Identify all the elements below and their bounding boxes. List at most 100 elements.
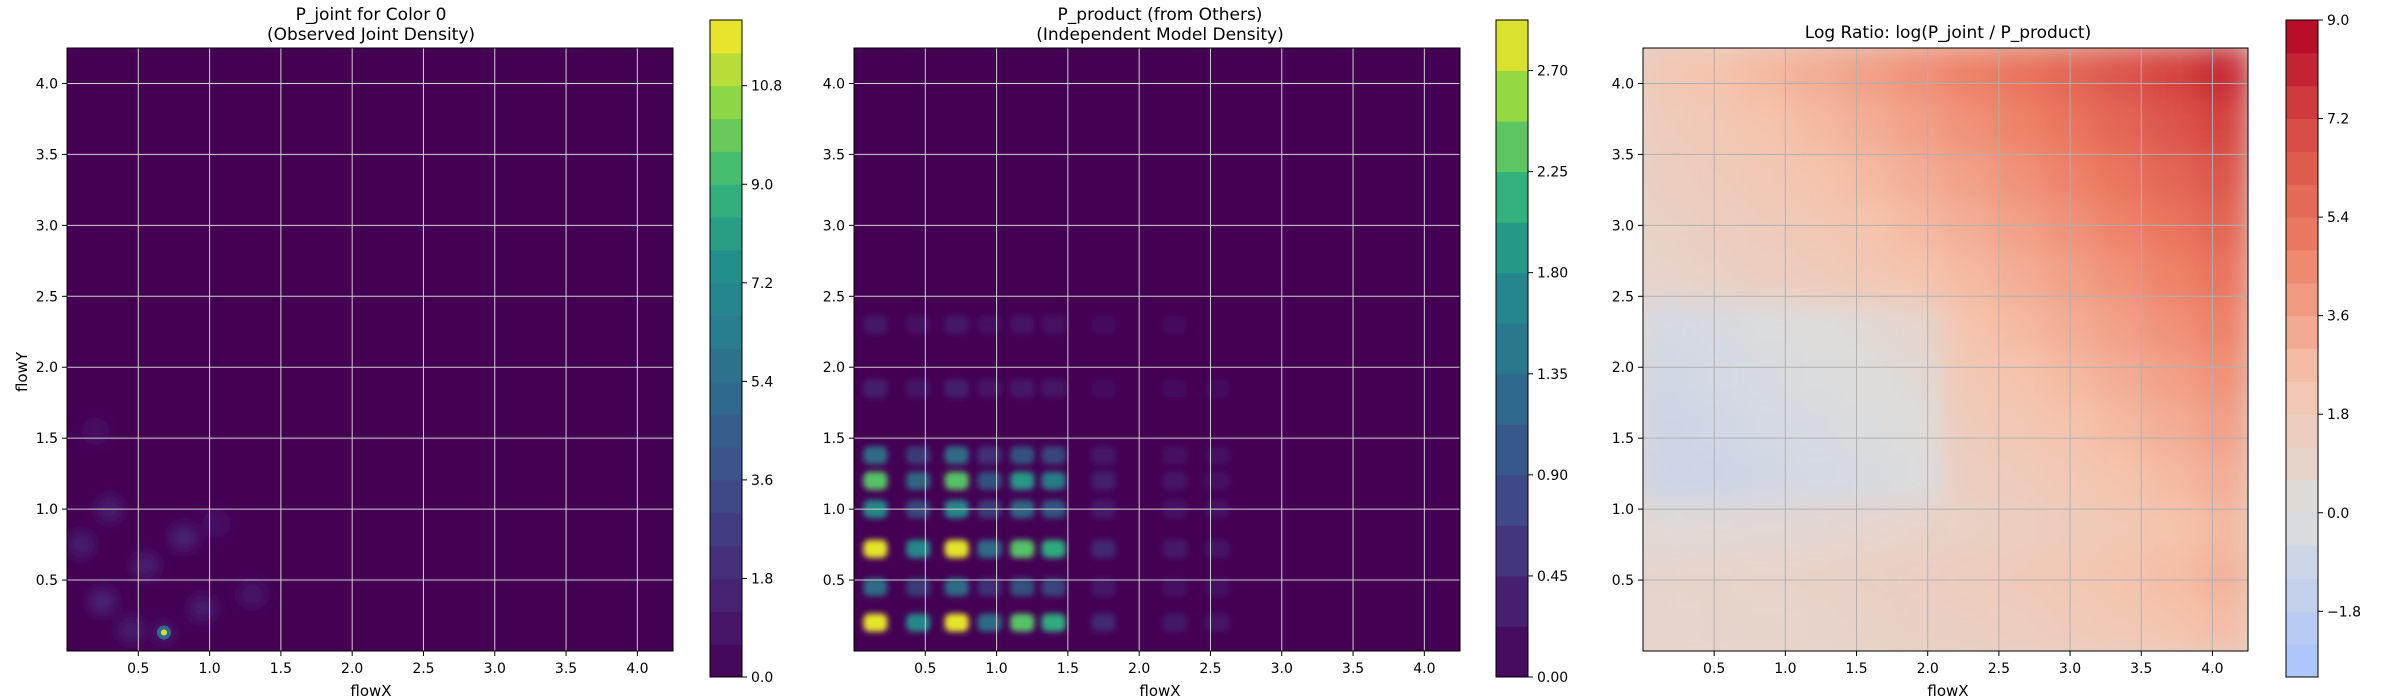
ratio-cell — [1993, 48, 2049, 101]
heatmap-field — [67, 48, 673, 651]
colorbar-band — [2286, 217, 2318, 251]
ratio-cell — [2195, 347, 2248, 402]
product-cell — [1205, 578, 1230, 597]
product-cell — [1010, 613, 1035, 632]
ratio-cell — [2044, 598, 2099, 651]
colorbar-band — [710, 249, 742, 284]
ratio-cell — [1893, 146, 1948, 201]
x-tick-label: 3.5 — [2130, 661, 2152, 677]
ratio-cell — [1893, 297, 1948, 352]
panel-1-colorbar: 0.0 1.8 3.6 5.4 7.2 9.0 10.8 — [709, 19, 782, 686]
colorbar-band — [710, 512, 742, 547]
ratio-cell — [1691, 347, 1746, 402]
product-cell — [1205, 539, 1230, 558]
product-cell — [977, 539, 1002, 558]
product-cell — [944, 471, 969, 490]
ratio-cell — [2195, 146, 2248, 201]
ratio-cell — [1943, 397, 1998, 452]
colorbar-band — [710, 184, 742, 218]
ratio-cell — [1893, 397, 1948, 452]
colorbar-band — [710, 20, 742, 54]
x-tick-label: 3.5 — [555, 661, 577, 677]
ratio-cell — [2145, 598, 2200, 651]
ratio-cell — [1643, 498, 1696, 553]
product-cell — [1162, 578, 1187, 597]
ratio-cell — [1993, 297, 2049, 352]
colorbar-band — [1496, 323, 1528, 375]
ratio-cell — [1842, 598, 1898, 651]
ratio-cell — [2094, 598, 2150, 651]
ratio-cell — [2145, 448, 2200, 503]
panel-3-colorbar: −1.8 0.0 1.8 3.6 5.4 7.2 9.0 — [2285, 13, 2361, 678]
colorbar-band — [710, 217, 742, 251]
ratio-cell — [1643, 196, 1696, 251]
y-tick-label: 1.0 — [823, 502, 845, 518]
x-tick-label: 0.5 — [1703, 661, 1725, 677]
colorbar-band — [710, 282, 742, 317]
colorbar-frame — [1495, 19, 1529, 678]
colorbar-band — [1496, 121, 1528, 173]
ratio-cell — [1643, 297, 1696, 352]
panel-log-ratio: Log Ratio: log(P_joint / P_product) 0.5 1… — [1612, 13, 2361, 700]
y-tick-label: 0.5 — [1612, 573, 1634, 589]
ratio-cell — [1741, 96, 1797, 151]
ratio-cell — [1741, 397, 1797, 452]
product-cell — [1091, 446, 1116, 465]
ratio-cell — [2145, 397, 2200, 452]
y-tick-label: 2.5 — [1612, 289, 1634, 305]
ratio-cell — [1741, 548, 1797, 603]
ratio-cell — [1741, 247, 1797, 302]
colorbar-band — [710, 414, 742, 448]
ratio-cell — [1741, 297, 1797, 352]
product-cell — [1041, 471, 1066, 490]
product-cell — [1010, 539, 1035, 558]
colorbar-band — [2286, 348, 2318, 382]
ratio-cell — [1741, 598, 1797, 651]
product-cell — [1205, 613, 1230, 632]
panel-1-xlabel: flowX — [350, 682, 391, 700]
ratio-cell — [2195, 247, 2248, 302]
density-blob — [131, 551, 160, 580]
ratio-field — [1643, 48, 2248, 651]
ratio-cell — [2044, 548, 2099, 603]
x-tick-label: 1.5 — [1057, 661, 1079, 677]
ratio-cell — [1643, 397, 1696, 452]
ratio-cell — [1842, 548, 1898, 603]
ratio-cell — [1691, 48, 1746, 101]
product-cell — [1041, 539, 1066, 558]
colorbar-band — [2286, 151, 2318, 185]
density-blob — [169, 523, 198, 552]
product-cell — [863, 578, 888, 597]
panel-2-axes: 0.5 1.0 1.5 2.0 2.5 3.0 3.5 4.0 0.5 1.0 1.5 2.0 2.5 3… — [823, 47, 1461, 677]
ratio-cell — [2044, 247, 2099, 302]
product-cell — [977, 471, 1002, 490]
ratio-cell — [1943, 498, 1998, 553]
product-cell — [1091, 613, 1116, 632]
panel-2-plot-area — [854, 48, 1460, 651]
ratio-cell — [1643, 548, 1696, 603]
product-cell — [1041, 315, 1066, 334]
ratio-cell — [1943, 196, 1998, 251]
density-blob — [188, 594, 217, 623]
panel-1-ylabel: flowY — [13, 351, 31, 392]
density-blob — [81, 417, 110, 446]
ratio-cell — [1842, 196, 1898, 251]
colorbar-tick-label: 9.0 — [751, 177, 773, 193]
colorbar-tick-label: 0.0 — [2327, 506, 2349, 522]
panel-1-subtitle: (Observed Joint Density) — [267, 25, 475, 45]
colorbar-tick-label: 2.70 — [1537, 64, 1568, 80]
colorbar-band — [1496, 575, 1528, 627]
x-tick-label: 2.0 — [1917, 661, 1939, 677]
ratio-cell — [2044, 48, 2099, 101]
colorbar-band — [2286, 545, 2318, 579]
panel-1-axes: 0.5 1.0 1.5 2.0 2.5 3.0 3.5 4.0 0.5 1.0 1.5 2.0 2.5 3… — [36, 47, 674, 677]
product-cell — [944, 539, 969, 558]
product-cell — [1010, 446, 1035, 465]
plot-frame — [1642, 47, 2249, 652]
ratio-cell — [1643, 96, 1696, 151]
y-tick-label: 3.0 — [36, 218, 58, 234]
ratio-cell — [2094, 347, 2150, 402]
product-cell — [1162, 446, 1187, 465]
ratio-cell — [1943, 247, 1998, 302]
ratio-cell — [2044, 96, 2099, 151]
